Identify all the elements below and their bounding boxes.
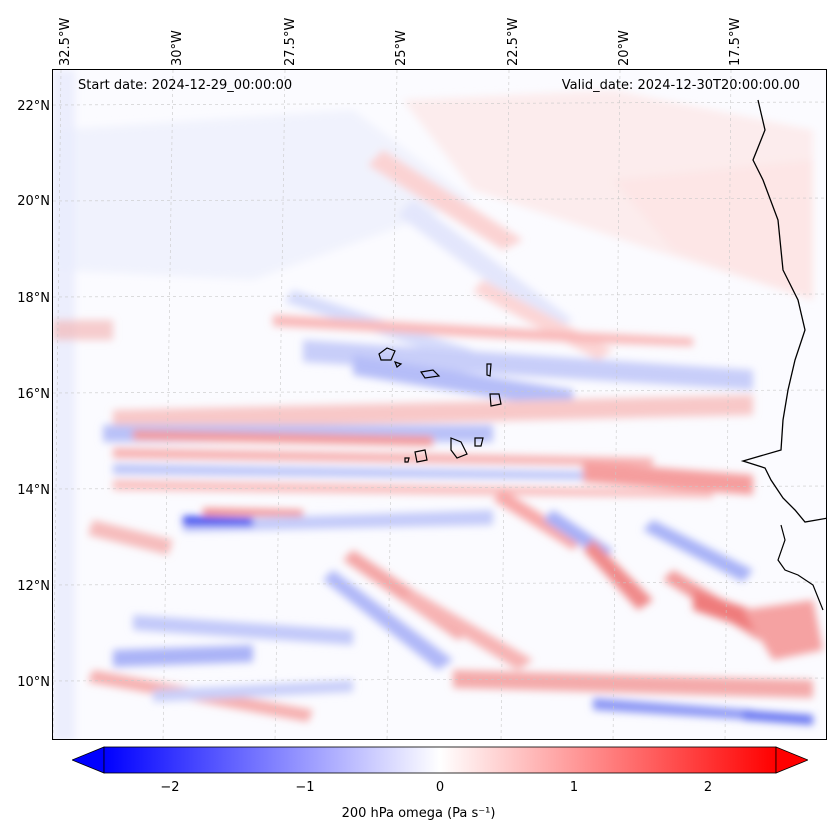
colorbar-tick-1: 1 xyxy=(569,780,579,795)
omega-field-plot xyxy=(53,70,826,739)
africa-coastline xyxy=(740,99,826,523)
lon-label-25w: 25°W xyxy=(394,30,409,66)
lat-label-14n: 14°N xyxy=(17,483,50,498)
lat-label-12n: 12°N xyxy=(17,579,50,594)
lon-label-17-5w: 17.5°W xyxy=(728,17,743,66)
colorbar-tick-neg1: −1 xyxy=(295,780,315,795)
cape-verde-islands xyxy=(378,347,502,463)
lat-label-22n: 22°N xyxy=(17,99,50,114)
lon-label-32-5w: 32.5°W xyxy=(58,17,73,66)
colorbar-tick-neg2: −2 xyxy=(160,780,180,795)
graticule xyxy=(53,70,826,739)
colorbar-tick-0: 0 xyxy=(435,780,445,795)
valid-date-label: Valid_date: 2024-12-30T20:00:00.00 xyxy=(561,78,800,93)
colorbar-max-extend xyxy=(775,746,808,774)
lon-label-30w: 30°W xyxy=(170,30,185,66)
omega-contours xyxy=(53,70,823,739)
lon-label-20w: 20°W xyxy=(617,30,632,66)
omega-colorbar xyxy=(72,746,808,774)
colorbar-gradient xyxy=(103,746,777,774)
lat-label-10n: 10°N xyxy=(17,675,50,690)
colorbar-tick-2: 2 xyxy=(703,780,713,795)
start-date-label: Start date: 2024-12-29_00:00:00 xyxy=(78,78,293,93)
colorbar-label: 200 hPa omega (Pa s⁻¹) xyxy=(341,806,496,821)
lon-label-27-5w: 27.5°W xyxy=(283,17,298,66)
lon-label-22-5w: 22.5°W xyxy=(506,17,521,66)
lat-label-20n: 20°N xyxy=(17,194,50,209)
colorbar-min-extend xyxy=(72,746,105,774)
lat-label-16n: 16°N xyxy=(17,387,50,402)
lat-label-18n: 18°N xyxy=(17,291,50,306)
omega-field-map xyxy=(52,69,827,740)
